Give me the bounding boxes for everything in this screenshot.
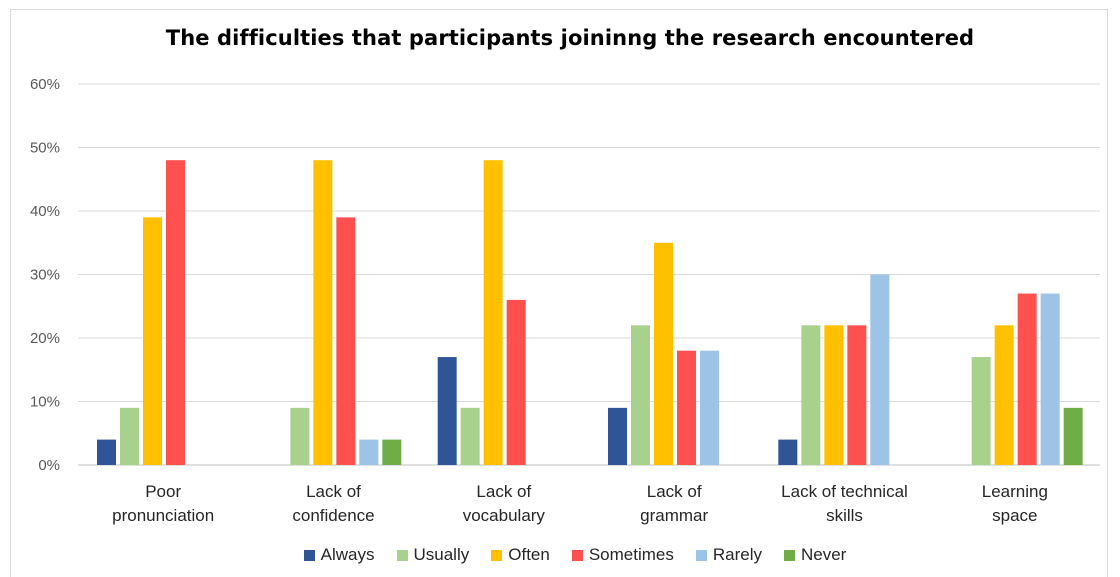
x-tick-label: space bbox=[992, 506, 1037, 525]
y-tick-label: 0% bbox=[38, 457, 60, 474]
x-tick-label: Lack of technical bbox=[781, 482, 908, 501]
bar bbox=[700, 350, 719, 465]
chart-frame bbox=[10, 9, 1108, 577]
legend-item: Sometimes bbox=[571, 545, 674, 565]
y-tick-label: 30% bbox=[30, 267, 60, 284]
bar bbox=[336, 217, 356, 465]
bar bbox=[654, 242, 673, 465]
legend-label: Usually bbox=[413, 545, 470, 564]
bar bbox=[143, 217, 162, 465]
legend-item: Usually bbox=[396, 545, 470, 565]
legend-swatch bbox=[784, 549, 795, 561]
bar bbox=[994, 325, 1014, 465]
bar bbox=[631, 325, 650, 465]
bar bbox=[290, 407, 310, 465]
legend-swatch bbox=[396, 549, 408, 561]
x-tick-label: grammar bbox=[640, 506, 708, 525]
bar bbox=[97, 439, 116, 465]
legend-item: Always bbox=[303, 545, 375, 565]
y-tick-label: 60% bbox=[30, 76, 60, 93]
x-tick-label: pronunciation bbox=[112, 506, 214, 525]
bar bbox=[1040, 293, 1060, 465]
bar bbox=[778, 439, 798, 465]
bar bbox=[1017, 293, 1037, 465]
legend-swatch bbox=[303, 549, 315, 561]
x-tick-label: vocabulary bbox=[463, 506, 546, 525]
x-tick-label: skills bbox=[826, 506, 863, 525]
bar bbox=[313, 160, 333, 465]
bar bbox=[870, 274, 890, 465]
legend-label: Rarely bbox=[712, 545, 762, 564]
y-tick-label: 20% bbox=[30, 330, 60, 347]
bar bbox=[801, 325, 821, 465]
legend-swatch bbox=[695, 549, 707, 561]
legend-item: Never bbox=[784, 545, 846, 565]
bar bbox=[677, 350, 696, 465]
bar bbox=[847, 325, 867, 465]
x-tick-label: Lack of bbox=[476, 482, 531, 501]
legend-label: Always bbox=[320, 545, 375, 564]
bar bbox=[608, 407, 627, 465]
y-tick-label: 50% bbox=[30, 140, 60, 157]
bar bbox=[460, 407, 480, 465]
chart-title: The difficulties that participants joini… bbox=[165, 26, 975, 50]
legend-label: Sometimes bbox=[588, 545, 674, 564]
bar bbox=[437, 357, 457, 465]
bar bbox=[971, 357, 991, 465]
legend-label: Never bbox=[801, 545, 847, 564]
legend-swatch bbox=[571, 549, 583, 561]
bar bbox=[506, 299, 526, 465]
y-tick-label: 40% bbox=[30, 203, 60, 220]
bar bbox=[824, 325, 844, 465]
legend-swatch bbox=[491, 549, 503, 561]
bar bbox=[359, 439, 379, 465]
x-tick-label: Lack of bbox=[306, 482, 361, 501]
legend-item: Rarely bbox=[695, 545, 762, 565]
x-tick-label: Poor bbox=[145, 482, 181, 501]
bar bbox=[1063, 407, 1083, 465]
bar bbox=[120, 407, 139, 465]
x-tick-label: Lack of bbox=[647, 482, 702, 501]
legend-item: Often bbox=[491, 545, 550, 565]
bar bbox=[166, 160, 185, 465]
chart-legend: Always Usually Often Sometimes Rarely Never bbox=[0, 545, 1120, 565]
bar bbox=[382, 439, 402, 465]
legend-label: Often bbox=[508, 545, 550, 564]
bar bbox=[483, 160, 503, 465]
x-tick-label: Learning bbox=[982, 482, 1048, 501]
x-tick-label: confidence bbox=[292, 506, 374, 525]
y-tick-label: 10% bbox=[30, 394, 60, 411]
